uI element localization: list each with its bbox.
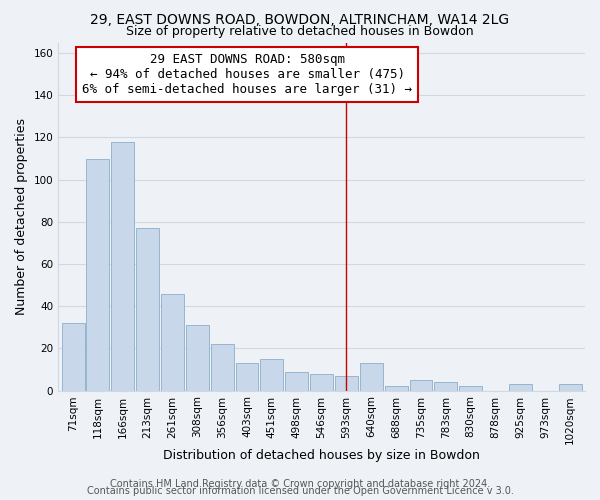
Text: Size of property relative to detached houses in Bowdon: Size of property relative to detached ho… (126, 25, 474, 38)
Bar (434, 382, 457, 390)
Bar (559, 384, 581, 390)
Bar (62, 323, 85, 390)
Bar (360, 363, 383, 390)
Bar (112, 142, 134, 390)
Text: 29, EAST DOWNS ROAD, BOWDON, ALTRINCHAM, WA14 2LG: 29, EAST DOWNS ROAD, BOWDON, ALTRINCHAM,… (91, 12, 509, 26)
X-axis label: Distribution of detached houses by size in Bowdon: Distribution of detached houses by size … (163, 450, 480, 462)
Bar (136, 228, 159, 390)
Bar (236, 363, 259, 390)
Bar (459, 386, 482, 390)
Text: Contains HM Land Registry data © Crown copyright and database right 2024.: Contains HM Land Registry data © Crown c… (110, 479, 490, 489)
Bar (385, 386, 407, 390)
Bar (211, 344, 233, 391)
Text: Contains public sector information licensed under the Open Government Licence v : Contains public sector information licen… (86, 486, 514, 496)
Text: 29 EAST DOWNS ROAD: 580sqm
← 94% of detached houses are smaller (475)
6% of semi: 29 EAST DOWNS ROAD: 580sqm ← 94% of deta… (82, 53, 412, 96)
Bar (186, 325, 209, 390)
Bar (310, 374, 333, 390)
Bar (86, 158, 109, 390)
Bar (286, 372, 308, 390)
Bar (410, 380, 433, 390)
Bar (509, 384, 532, 390)
Bar (335, 376, 358, 390)
Y-axis label: Number of detached properties: Number of detached properties (15, 118, 28, 315)
Bar (260, 359, 283, 390)
Bar (161, 294, 184, 390)
